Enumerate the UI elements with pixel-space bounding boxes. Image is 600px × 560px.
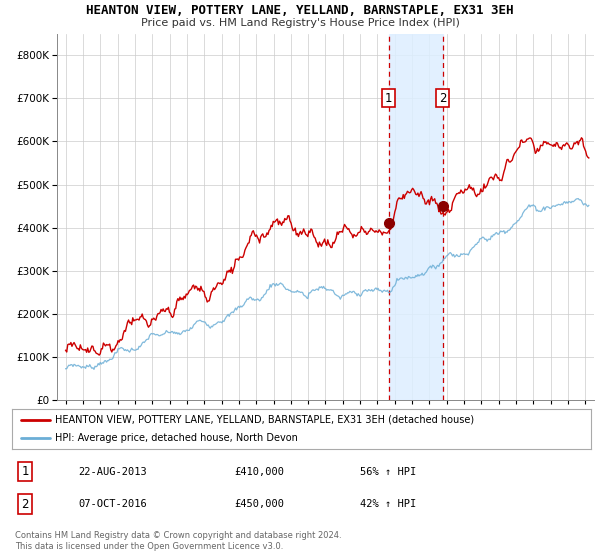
Text: 2: 2 <box>439 92 446 105</box>
Text: £450,000: £450,000 <box>234 499 284 509</box>
Bar <box>389 34 443 400</box>
Text: This data is licensed under the Open Government Licence v3.0.: This data is licensed under the Open Gov… <box>15 542 283 551</box>
Text: Price paid vs. HM Land Registry's House Price Index (HPI): Price paid vs. HM Land Registry's House … <box>140 18 460 28</box>
Text: 1: 1 <box>385 92 392 105</box>
Text: 42% ↑ HPI: 42% ↑ HPI <box>360 499 416 509</box>
Text: Contains HM Land Registry data © Crown copyright and database right 2024.: Contains HM Land Registry data © Crown c… <box>15 531 341 540</box>
Text: 56% ↑ HPI: 56% ↑ HPI <box>360 466 416 477</box>
Text: 22-AUG-2013: 22-AUG-2013 <box>78 466 147 477</box>
Text: £410,000: £410,000 <box>234 466 284 477</box>
Text: 1: 1 <box>22 465 29 478</box>
Text: HEANTON VIEW, POTTERY LANE, YELLAND, BARNSTAPLE, EX31 3EH (detached house): HEANTON VIEW, POTTERY LANE, YELLAND, BAR… <box>55 415 475 424</box>
Text: HEANTON VIEW, POTTERY LANE, YELLAND, BARNSTAPLE, EX31 3EH: HEANTON VIEW, POTTERY LANE, YELLAND, BAR… <box>86 4 514 17</box>
Text: HPI: Average price, detached house, North Devon: HPI: Average price, detached house, Nort… <box>55 433 298 443</box>
Text: 07-OCT-2016: 07-OCT-2016 <box>78 499 147 509</box>
Text: 2: 2 <box>22 497 29 511</box>
